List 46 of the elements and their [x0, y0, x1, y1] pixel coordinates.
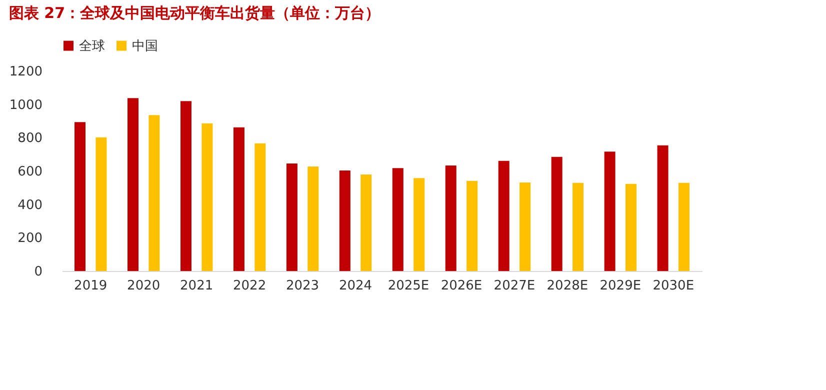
bar [466, 180, 478, 271]
bar [286, 164, 298, 271]
bar [148, 115, 160, 271]
x-tick-label: 2021 [180, 278, 214, 294]
x-tick-label: 2022 [233, 278, 266, 294]
bar [339, 170, 350, 271]
bar [572, 182, 584, 271]
y-tick-label: 1000 [9, 98, 42, 113]
y-tick-label: 800 [18, 131, 42, 146]
x-tick-label: 2028E [546, 278, 588, 294]
x-tick-label: 2019 [74, 278, 108, 294]
y-tick-label: 1200 [9, 64, 42, 80]
bar [254, 143, 266, 271]
x-tick-label: 2023 [286, 278, 320, 294]
bar [678, 182, 690, 271]
x-tick-label: 2020 [127, 278, 160, 294]
x-tick-label: 2027E [494, 278, 536, 294]
y-tick-label: 400 [18, 198, 42, 213]
x-tick-label: 2024 [338, 278, 372, 294]
bar [520, 182, 531, 271]
y-tick-label: 200 [18, 231, 42, 246]
bar [657, 145, 668, 271]
bar [360, 174, 372, 271]
bar [498, 160, 510, 271]
bar [445, 166, 456, 271]
bar [308, 166, 319, 271]
bar [180, 101, 192, 271]
y-tick-label: 600 [18, 164, 42, 180]
x-tick-label: 2025E [388, 278, 430, 294]
x-tick-label: 2030E [652, 278, 694, 294]
x-tick-label: 2026E [440, 278, 482, 294]
bar [127, 98, 138, 271]
x-tick-label: 2029E [600, 278, 642, 294]
bar [392, 168, 404, 271]
bar [551, 156, 562, 271]
chart-title: 图表 27：全球及中国电动平衡车出货量（单位：万台） [8, 4, 380, 22]
y-tick-label: 0 [34, 264, 42, 280]
bar [202, 123, 213, 271]
legend-label: 中国 [132, 38, 158, 54]
bar [414, 178, 425, 271]
bar [626, 184, 637, 271]
bar [604, 152, 616, 271]
bar [96, 137, 107, 271]
legend-label: 全球 [79, 38, 105, 54]
bar [233, 127, 244, 271]
bar [74, 122, 86, 271]
